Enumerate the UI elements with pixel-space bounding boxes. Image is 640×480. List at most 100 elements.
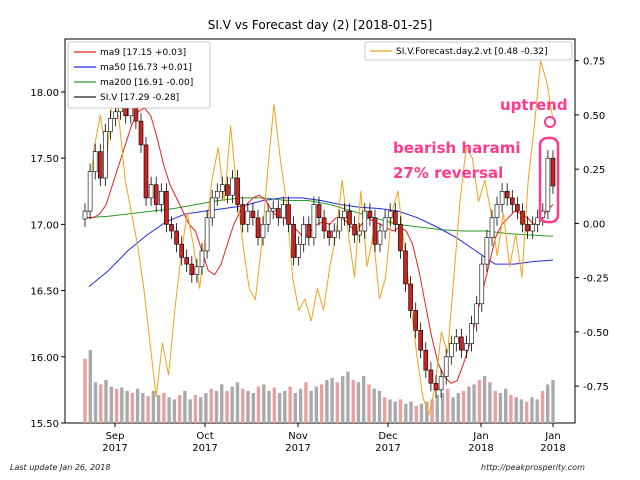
candle-up [382, 217, 388, 232]
candle-up [464, 343, 469, 351]
candle-down [138, 120, 144, 146]
volume-bar [482, 375, 487, 423]
candle-down [509, 197, 515, 205]
right-tick-label: 0.75 [583, 57, 605, 68]
candle-down [321, 217, 327, 232]
candle-up [103, 131, 108, 179]
volume-bar [551, 380, 555, 423]
candle-up [87, 171, 93, 212]
last-update-note: Last update Jan 26, 2018 [10, 463, 111, 472]
candle-up [387, 210, 393, 219]
volume-bar [109, 386, 113, 423]
candle-down [515, 204, 520, 212]
candle-down [189, 263, 195, 276]
volume-bar [325, 380, 329, 423]
volume-bar [135, 388, 140, 423]
candle-down [525, 224, 530, 232]
right-tick-label: -0.50 [583, 328, 609, 339]
candle-down [372, 217, 378, 245]
candle-down [153, 184, 159, 205]
x-tick-month: Dec [378, 431, 397, 442]
annotation-uptrend: uptrend [500, 96, 568, 114]
candle-up [194, 266, 200, 275]
volume-bar [83, 358, 87, 423]
candle-down [184, 257, 189, 265]
volume-bar [241, 388, 245, 423]
candle-down [550, 157, 556, 187]
candle-down [398, 224, 403, 252]
volume-bar [199, 397, 203, 423]
left-tick-label: 15.50 [30, 419, 59, 430]
candle-down [98, 151, 103, 179]
volume-bar [277, 393, 282, 423]
volume-bar [314, 386, 319, 423]
volume-bar [351, 380, 355, 423]
candle-down [164, 191, 169, 225]
candle-up [199, 250, 205, 268]
candle-up [159, 191, 164, 205]
right-tick-label: -0.25 [583, 274, 609, 285]
legend-forecast-label: SI.V.Forecast.day.2.vt [0.48 -0.32] [396, 47, 548, 57]
candle-up [270, 208, 276, 212]
candle-up [453, 336, 459, 344]
annotation-reversal: 27% reversal [393, 164, 503, 182]
candle-down [423, 349, 429, 371]
candle-up [265, 210, 271, 225]
candle-down [169, 224, 174, 232]
candle-up [108, 118, 113, 132]
candle-up [245, 210, 251, 225]
volume-bar [425, 401, 429, 423]
candle-down [316, 204, 322, 218]
x-tick-month: Jan [544, 431, 560, 442]
candle-down [225, 184, 230, 196]
volume-bar [404, 403, 408, 423]
volume-bar [493, 390, 497, 423]
volume-bar [267, 390, 271, 423]
volume-bar [262, 384, 266, 423]
x-tick-month: Oct [196, 431, 213, 442]
volume-bar [451, 397, 455, 423]
volume-bar [156, 395, 161, 423]
annotation-bearish-harami: bearish harami [393, 139, 521, 157]
volume-bar [204, 393, 208, 423]
volume-bar [341, 375, 345, 423]
candle-up [311, 204, 317, 238]
source-url: http://peakprosperity.com [481, 463, 585, 472]
candle-up [474, 303, 480, 324]
candle-up [484, 237, 490, 265]
candle-up [281, 204, 286, 218]
candle-down [408, 283, 413, 311]
candle-down [367, 210, 373, 219]
x-tick-month: Nov [288, 431, 308, 442]
volume-bar [477, 380, 482, 423]
volume-bar [461, 390, 466, 423]
volume-bar [362, 375, 366, 423]
volume-bar [530, 397, 534, 423]
volume-bar [220, 384, 224, 423]
candle-up [469, 323, 474, 344]
volume-bar [535, 399, 539, 423]
volume-bar [230, 386, 234, 423]
x-axis: Sep2017Oct2017Nov2017Dec2017Jan2018Jan20… [102, 423, 566, 454]
x-tick-year: 2018 [540, 443, 565, 454]
candle-down [418, 329, 424, 351]
candle-down [504, 191, 510, 199]
candle-up [443, 356, 449, 377]
candle-up [113, 111, 118, 119]
volume-bar [298, 388, 303, 423]
volume-bar [99, 384, 103, 423]
volume-bar [130, 393, 134, 423]
volume-bar [409, 401, 413, 423]
volume-bar [335, 382, 340, 423]
forecast-series [87, 60, 554, 417]
volume-bar [172, 399, 177, 423]
volume-bar [141, 393, 145, 423]
volume-bar [540, 390, 545, 423]
candle-down [143, 144, 149, 199]
candle-down [326, 230, 332, 238]
candle-up [230, 177, 235, 196]
volume-bar [288, 386, 292, 423]
volume-bar [272, 387, 276, 423]
legend-siv-label: SI.V [17.29 -0.28] [100, 93, 179, 103]
